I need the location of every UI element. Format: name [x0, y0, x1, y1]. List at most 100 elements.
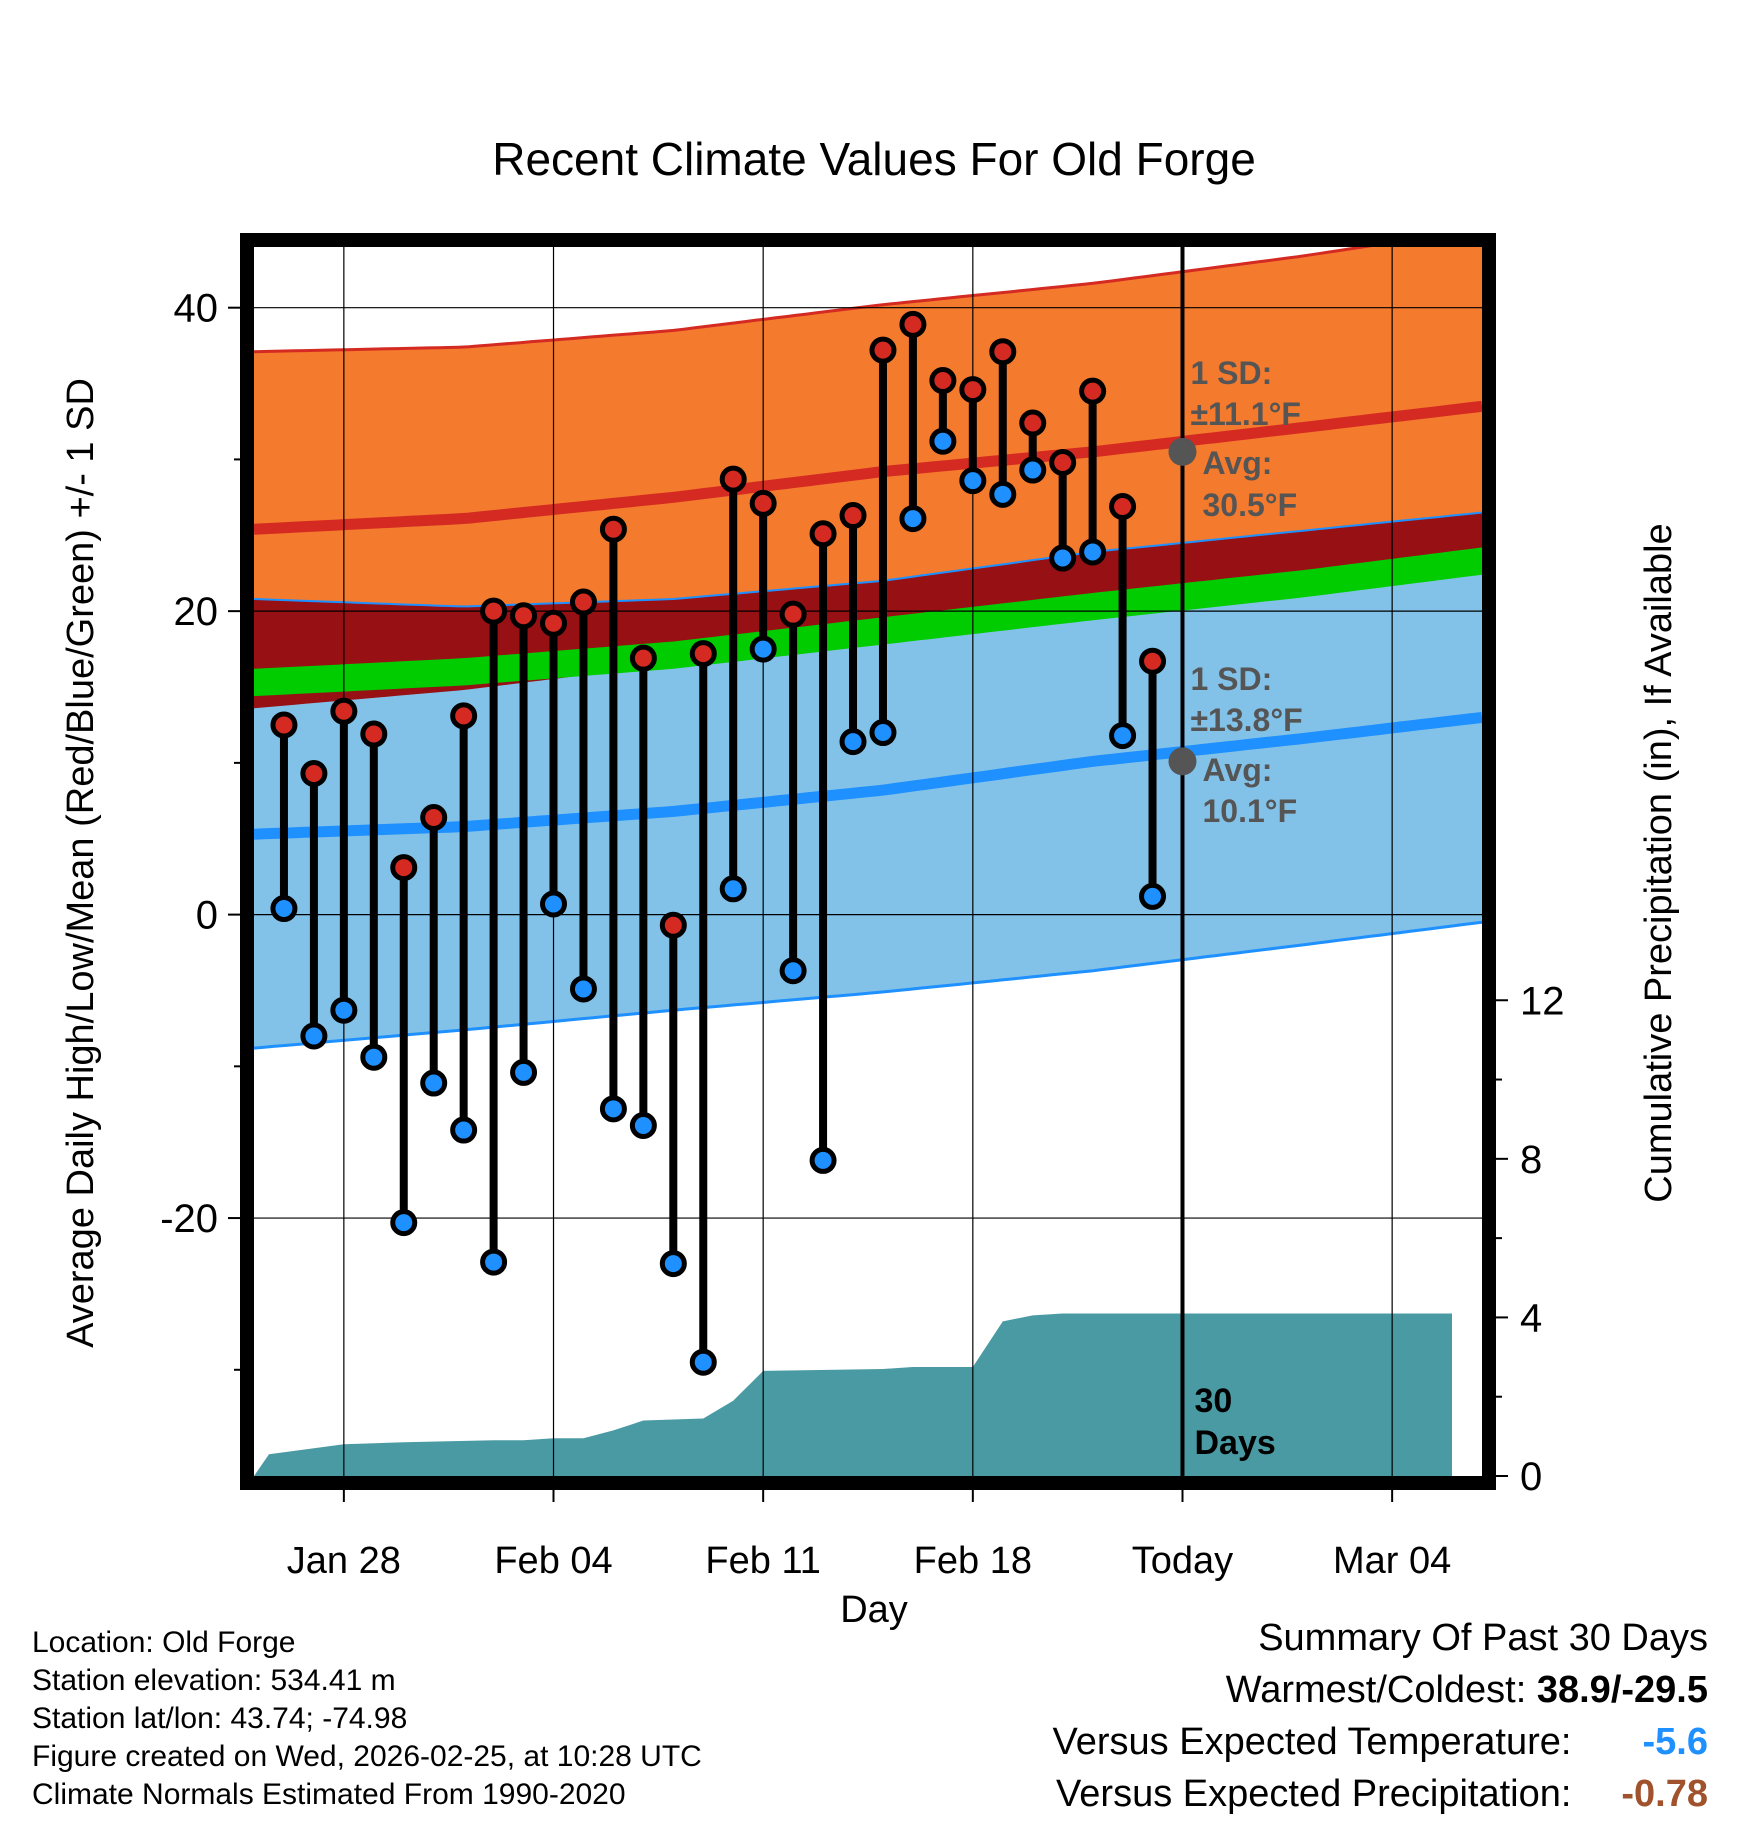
- low-sd-label: 1 SD:: [1190, 661, 1272, 697]
- obs-high-point: [420, 803, 448, 831]
- info-location: Location: Old Forge: [32, 1626, 296, 1659]
- summary-heading: Summary Of Past 30 Days: [1258, 1617, 1708, 1659]
- summary-precip-row: Versus Expected Precipitation: -0.78: [1053, 1768, 1708, 1820]
- normal-mean-band: [254, 547, 1482, 697]
- x-tick-label: Today: [1132, 1540, 1233, 1582]
- obs-high-point: [899, 310, 927, 338]
- obs-high-point: [719, 465, 747, 493]
- chart-title: Recent Climate Values For Old Forge: [492, 133, 1256, 185]
- obs-high-point: [270, 711, 298, 739]
- obs-high-point: [1019, 409, 1047, 437]
- obs-high-point: [510, 602, 538, 630]
- obs-low-point: [959, 467, 987, 495]
- obs-low-point: [659, 1250, 687, 1278]
- info-latlon: Station lat/lon: 43.74; -74.98: [32, 1702, 408, 1735]
- obs-high-point: [540, 609, 568, 637]
- obs-low-point: [839, 728, 867, 756]
- obs-high-point: [809, 520, 837, 548]
- y-tick-label: -20: [160, 1197, 218, 1241]
- obs-high-point: [689, 640, 717, 668]
- obs-low-point: [540, 890, 568, 918]
- obs-low-point: [569, 975, 597, 1003]
- obs-low-point: [510, 1058, 538, 1086]
- obs-high-point: [1139, 647, 1167, 675]
- x-tick-label: Mar 04: [1333, 1540, 1451, 1582]
- obs-low-point: [929, 427, 957, 455]
- y-tick-label: 20: [174, 590, 219, 634]
- obs-high-point: [480, 597, 508, 625]
- obs-low-point: [869, 719, 897, 747]
- high-avg-value: 30.5°F: [1202, 487, 1297, 523]
- obs-low-point: [300, 1022, 328, 1050]
- obs-low-point: [270, 895, 298, 923]
- obs-low-point: [360, 1043, 388, 1071]
- obs-low-point: [629, 1112, 657, 1140]
- obs-high-point: [869, 336, 897, 364]
- obs-high-point: [749, 489, 777, 517]
- summary-panel: Summary Of Past 30 Days Warmest/Coldest:…: [1053, 1612, 1708, 1820]
- obs-low-point: [480, 1248, 508, 1276]
- high-avg-marker: [1168, 437, 1197, 466]
- info-created: Figure created on Wed, 2026-02-25, at 10…: [32, 1740, 702, 1773]
- precip-area: [254, 1313, 1452, 1476]
- summary-warmest-value: 38.9/-29.5: [1536, 1669, 1708, 1711]
- obs-high-point: [1109, 492, 1137, 520]
- low-avg-marker: [1168, 747, 1197, 776]
- obs-low-point: [719, 875, 747, 903]
- low-sd-value: ±13.8°F: [1190, 702, 1302, 738]
- y-tick-label: 40: [174, 287, 219, 331]
- plot-frame: [240, 233, 1496, 1490]
- obs-high-point: [569, 588, 597, 616]
- x-tick-label: Feb 18: [914, 1540, 1032, 1582]
- high-avg-label: Avg:: [1202, 445, 1272, 481]
- obs-low-point: [749, 635, 777, 663]
- obs-low-point: [809, 1146, 837, 1174]
- summary-warmest-row: Warmest/Coldest: 38.9/-29.5: [1053, 1664, 1708, 1716]
- obs-low-point: [1079, 538, 1107, 566]
- summary-temp-value: -5.6: [1642, 1721, 1708, 1763]
- obs-high-point: [629, 644, 657, 672]
- summary-precip-label: Versus Expected Precipitation:: [1056, 1773, 1572, 1815]
- low-lower-edge: [254, 920, 1482, 1050]
- y2-axis-label: Cumulative Precipitation (in), If Availa…: [1638, 523, 1680, 1202]
- obs-high-point: [330, 697, 358, 725]
- y-tick-label: 0: [196, 894, 218, 938]
- normal-low-line: [254, 711, 1482, 840]
- high-upper-edge: [254, 247, 1373, 354]
- y2-tick-label: 12: [1520, 979, 1565, 1023]
- obs-high-point: [390, 854, 418, 882]
- summary-precip-value: -0.78: [1621, 1773, 1708, 1815]
- low-avg-label: Avg:: [1202, 752, 1272, 788]
- obs-low-point: [989, 480, 1017, 508]
- obs-high-point: [360, 720, 388, 748]
- x-tick-label: Jan 28: [287, 1540, 401, 1582]
- x-tick-label: Feb 04: [494, 1540, 612, 1582]
- obs-low-point: [330, 996, 358, 1024]
- obs-low-point: [1019, 456, 1047, 484]
- station-info: Location: Old Forge Station elevation: 5…: [32, 1624, 702, 1814]
- plot-area: 1 SD: ±11.1°F Avg: 30.5°F 1 SD: ±13.8°F Avg: 10…: [254, 247, 1482, 1476]
- info-elevation: Station elevation: 534.41 m: [32, 1664, 396, 1697]
- days-word: Days: [1194, 1424, 1275, 1462]
- obs-high-point: [839, 502, 867, 530]
- obs-low-point: [450, 1116, 478, 1144]
- obs-high-point: [989, 338, 1017, 366]
- low-avg-value: 10.1°F: [1202, 793, 1297, 829]
- y2-tick-label: 4: [1520, 1296, 1542, 1340]
- summary-warmest-label: Warmest/Coldest:: [1225, 1669, 1537, 1711]
- low-upper-edge: [254, 511, 1482, 608]
- x-tick-label: Feb 11: [705, 1540, 820, 1582]
- info-normals: Climate Normals Estimated From 1990-2020: [32, 1778, 626, 1811]
- high-sd-value: ±11.1°F: [1190, 396, 1300, 432]
- obs-low-point: [779, 957, 807, 985]
- y-axis-label: Average Daily High/Low/Mean (Red/Blue/Gr…: [60, 378, 102, 1348]
- obs-low-point: [1109, 722, 1137, 750]
- obs-low-point: [599, 1095, 627, 1123]
- obs-low-point: [1139, 882, 1167, 910]
- y2-tick-label: 0: [1520, 1455, 1542, 1499]
- obs-high-point: [779, 600, 807, 628]
- obs-high-point: [300, 759, 328, 787]
- obs-high-point: [450, 702, 478, 730]
- obs-low-point: [420, 1069, 448, 1097]
